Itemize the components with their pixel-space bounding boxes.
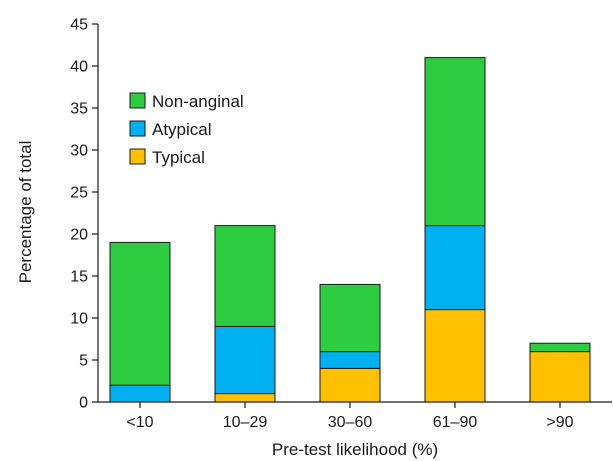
- x-tick-label-30-60: 30–60: [328, 414, 373, 431]
- x-ticks: <10 10–29 30–60 61–90 >90: [126, 402, 574, 431]
- x-axis-title: Pre-test likelihood (%): [272, 440, 438, 459]
- y-tick-label-25: 25: [70, 185, 88, 202]
- legend-swatch-non-anginal: [129, 92, 146, 109]
- y-tick-label-5: 5: [79, 353, 88, 370]
- bar-typical-61-90: [424, 309, 486, 403]
- bar-typical-90: [529, 351, 591, 403]
- bar-atypical-10-29: [214, 325, 276, 395]
- bar-non-anginal-10-29: [214, 225, 276, 327]
- y-tick-label-45: 45: [70, 17, 88, 34]
- legend-swatch-atypical: [129, 120, 146, 137]
- bar-typical-30-60: [319, 367, 381, 403]
- y-tick-label-40: 40: [70, 59, 88, 76]
- bar-typical-10-29: [214, 393, 276, 403]
- bar-atypical-61-90: [424, 225, 486, 311]
- y-axis-title: Percentage of total: [16, 141, 35, 284]
- bar-atypical-10: [109, 384, 171, 403]
- y-ticks: 0 5 10 15 20 25 30 35 40 45: [70, 17, 98, 412]
- legend-label-atypical: Atypical: [152, 120, 212, 139]
- bar-atypical-30-60: [319, 351, 381, 369]
- legend: Non-anginal Atypical Typical: [129, 92, 244, 167]
- bar-non-anginal-30-60: [319, 283, 381, 353]
- axes-layer: [97, 24, 612, 403]
- y-tick-label-20: 20: [70, 227, 88, 244]
- y-tick-label-30: 30: [70, 143, 88, 160]
- x-tick-label-61-90: 61–90: [433, 414, 478, 431]
- bars-layer: [109, 57, 591, 403]
- x-tick-label-10-29: 10–29: [223, 414, 268, 431]
- bar-non-anginal-61-90: [424, 57, 486, 227]
- y-tick-label-15: 15: [70, 269, 88, 286]
- legend-label-typical: Typical: [152, 148, 205, 167]
- y-tick-label-10: 10: [70, 311, 88, 328]
- x-tick-label-90: >90: [546, 414, 573, 431]
- legend-swatch-typical: [129, 148, 146, 165]
- bar-non-anginal-10: [109, 241, 171, 386]
- x-tick-label-10: <10: [126, 414, 153, 431]
- bar-non-anginal-90: [529, 342, 591, 353]
- legend-label-non-anginal: Non-anginal: [152, 92, 244, 111]
- y-tick-label-0: 0: [79, 395, 88, 412]
- y-tick-label-35: 35: [70, 101, 88, 118]
